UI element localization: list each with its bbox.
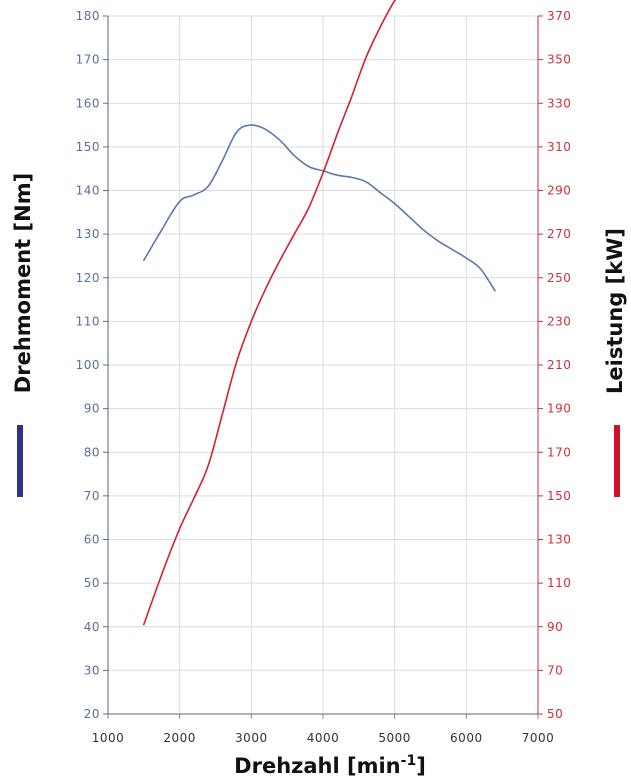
y-left-tick-label: 40 [84, 620, 100, 634]
y-right-tick-label: 210 [547, 358, 571, 372]
y-left-tick-label: 100 [76, 358, 100, 372]
y-left-tick-label: 20 [84, 707, 100, 721]
y-right-tick-label: 70 [547, 663, 563, 677]
y-left-tick-label: 170 [76, 53, 100, 67]
x-tick-label: 4000 [307, 731, 340, 745]
x-tick-label: 1000 [92, 731, 125, 745]
y-left-tick-label: 180 [76, 9, 100, 23]
y-right-tick-label: 110 [547, 576, 571, 590]
power-series-line [143, 0, 397, 626]
y-right-axis-title: Leistung [kW] [603, 228, 627, 394]
y-left-tick-label: 110 [76, 314, 100, 328]
y-left-tick-label: 130 [76, 227, 100, 241]
y-right-tick-label: 370 [547, 9, 571, 23]
y-right-tick-label: 130 [547, 533, 571, 547]
y-left-axis-title: Drehmoment [Nm] [11, 173, 35, 393]
y-right-tick-label: 270 [547, 227, 571, 241]
y-left-tick-label: 70 [84, 489, 100, 503]
series-lines [143, 0, 496, 626]
y-left-tick-label: 30 [84, 663, 100, 677]
y-right-tick-label: 190 [547, 402, 571, 416]
y-right-tick-label: 330 [547, 96, 571, 110]
y-left-tick-label: 80 [84, 445, 100, 459]
x-tick-label: 3000 [235, 731, 268, 745]
y-left-tick-label: 150 [76, 140, 100, 154]
x-tick-label: 6000 [450, 731, 483, 745]
x-axis-title-end: ] [416, 754, 426, 778]
y-right-tick-label: 90 [547, 620, 563, 634]
tick-labels: 1000 2000 3000 4000 5000 6000 7000 20 30 40 50 60 70… [76, 9, 571, 745]
y-right-tick-label: 350 [547, 53, 571, 67]
y-right-tick-label: 310 [547, 140, 571, 154]
x-tick-label: 5000 [378, 731, 411, 745]
y-left-tick-label: 60 [84, 533, 100, 547]
x-axis-title-sup: -1 [401, 753, 417, 769]
y-left-tick-label: 50 [84, 576, 100, 590]
x-axis-title: Drehzahl [min-1] [234, 753, 426, 778]
x-tick-label: 7000 [522, 731, 555, 745]
y-left-tick-label: 160 [76, 96, 100, 110]
y-right-tick-label: 170 [547, 445, 571, 459]
x-tick-label: 2000 [163, 731, 196, 745]
x-axis-title-main: Drehzahl [min [234, 754, 400, 778]
y-right-tick-label: 230 [547, 314, 571, 328]
y-left-tick-label: 140 [76, 184, 100, 198]
y-right-legend-swatch [614, 425, 620, 497]
y-left-legend-swatch [17, 425, 23, 497]
y-left-tick-label: 90 [84, 402, 100, 416]
grid [108, 15, 538, 714]
y-right-tick-label: 50 [547, 707, 563, 721]
y-right-tick-label: 150 [547, 489, 571, 503]
axes [103, 15, 543, 719]
y-left-tick-label: 120 [76, 271, 100, 285]
y-right-tick-label: 290 [547, 184, 571, 198]
torque-series-line [143, 124, 496, 292]
y-right-tick-label: 250 [547, 271, 571, 285]
